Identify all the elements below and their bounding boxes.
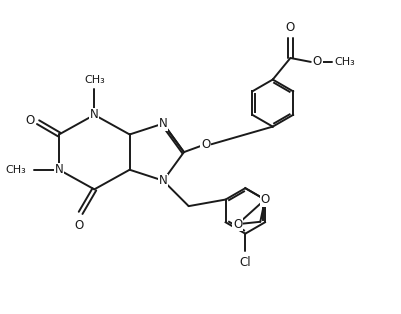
Text: N: N xyxy=(90,108,99,121)
Text: O: O xyxy=(25,114,34,127)
Text: CH₃: CH₃ xyxy=(6,165,26,175)
Text: N: N xyxy=(159,117,168,130)
Text: Cl: Cl xyxy=(239,256,251,269)
Text: CH₃: CH₃ xyxy=(334,57,355,67)
Text: N: N xyxy=(55,163,63,176)
Text: O: O xyxy=(201,138,210,151)
Text: N: N xyxy=(159,174,168,187)
Text: O: O xyxy=(74,219,83,232)
Text: O: O xyxy=(286,21,295,34)
Text: O: O xyxy=(313,55,322,68)
Text: O: O xyxy=(233,218,242,231)
Text: CH₃: CH₃ xyxy=(84,75,105,85)
Text: O: O xyxy=(260,193,269,206)
